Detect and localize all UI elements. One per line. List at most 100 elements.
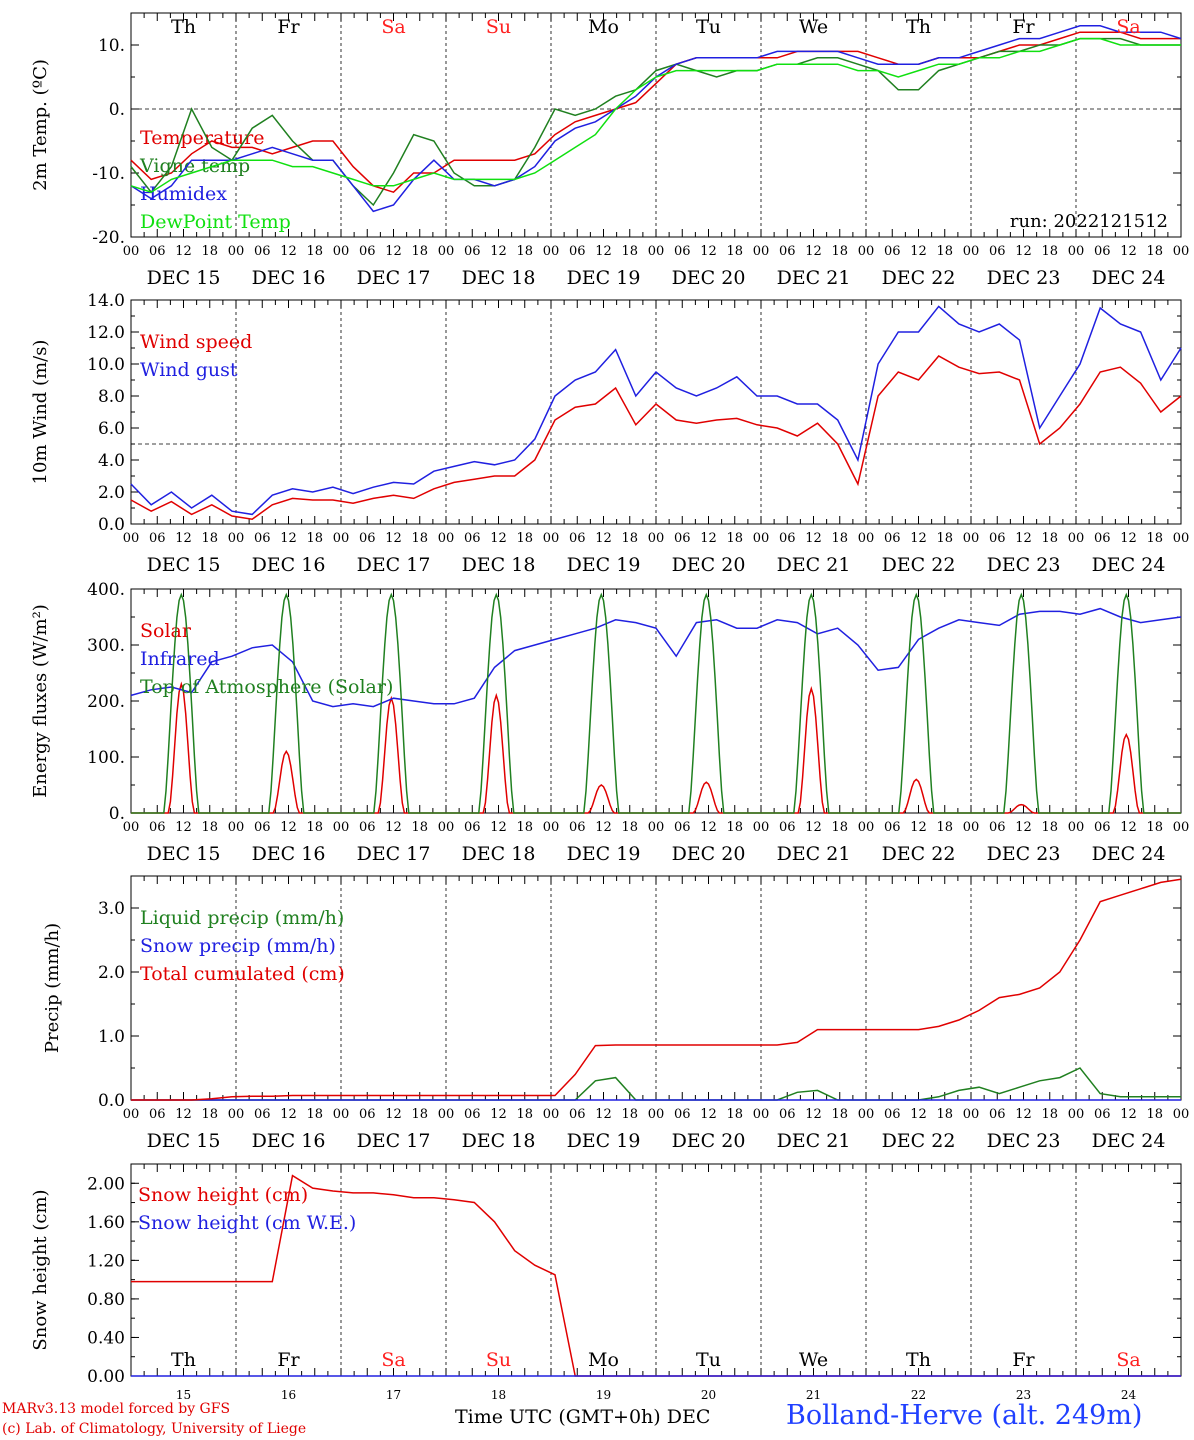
hour-tick-label: 06 bbox=[989, 1107, 1006, 1122]
legend-entry: Liquid precip (mm/h) bbox=[140, 907, 344, 929]
hour-tick-label: 06 bbox=[674, 244, 691, 259]
hour-tick-label: 12 bbox=[700, 244, 717, 259]
hour-tick-label: 18 bbox=[726, 1107, 743, 1122]
series-line-vigne-temp bbox=[130, 37, 1181, 207]
y-tick-label: 100. bbox=[87, 748, 125, 768]
y-tick-label: -10. bbox=[92, 164, 125, 184]
hour-tick-label: 12 bbox=[385, 820, 402, 835]
legend-entry: Infrared bbox=[140, 648, 220, 670]
date-label: DEC 19 bbox=[567, 267, 641, 289]
hour-tick-label: 18 bbox=[201, 531, 218, 546]
hour-tick-label: 00 bbox=[228, 244, 245, 259]
hour-tick-label: 00 bbox=[963, 531, 980, 546]
y-tick-label: 2.00 bbox=[87, 1174, 125, 1194]
hour-tick-label: 12 bbox=[1015, 531, 1032, 546]
weekday-label-top-5: Tu bbox=[696, 16, 721, 38]
date-label: DEC 20 bbox=[672, 267, 746, 289]
hour-tick-label: 06 bbox=[989, 531, 1006, 546]
hour-tick-label: 06 bbox=[989, 244, 1006, 259]
y-tick-label: -20. bbox=[92, 228, 125, 248]
date-label: DEC 16 bbox=[252, 554, 326, 576]
legend-entry: Top of Atmosphere (Solar) bbox=[140, 676, 393, 698]
hour-tick-label: 12 bbox=[490, 531, 507, 546]
hour-tick-label: 06 bbox=[149, 820, 166, 835]
hour-tick-label: 12 bbox=[280, 1107, 297, 1122]
weekday-label-bottom-7: Th bbox=[906, 1349, 931, 1371]
hour-tick-label: 18 bbox=[201, 1107, 218, 1122]
hour-tick-label: 18 bbox=[936, 531, 953, 546]
hour-tick-label: 06 bbox=[569, 820, 586, 835]
hour-tick-label: 18 bbox=[831, 1107, 848, 1122]
hour-tick-label: 06 bbox=[884, 244, 901, 259]
date-label: DEC 24 bbox=[1092, 554, 1166, 576]
y-tick-label: 0.40 bbox=[87, 1328, 125, 1348]
hour-tick-label: 12 bbox=[175, 820, 192, 835]
hour-tick-label: 12 bbox=[175, 1107, 192, 1122]
date-label: DEC 20 bbox=[672, 1130, 746, 1152]
hour-tick-label: 12 bbox=[805, 1107, 822, 1122]
y-tick-label: 0. bbox=[109, 804, 125, 824]
y-tick-label: 6.0 bbox=[98, 419, 125, 439]
y-tick-label: 0.0 bbox=[98, 1091, 125, 1111]
y-tick-label: 1.60 bbox=[87, 1213, 125, 1233]
hour-tick-label: 06 bbox=[1094, 531, 1111, 546]
hour-tick-label: 06 bbox=[674, 820, 691, 835]
legend-entry: Humidex bbox=[140, 183, 227, 205]
date-label: DEC 16 bbox=[252, 267, 326, 289]
hour-tick-label: 12 bbox=[595, 1107, 612, 1122]
hour-tick-label: 18 bbox=[411, 1107, 428, 1122]
hour-tick-label: 12 bbox=[805, 531, 822, 546]
hour-tick-label: 00 bbox=[648, 531, 665, 546]
series-line-dewpoint-temp bbox=[130, 37, 1181, 194]
y-tick-label: 4.0 bbox=[98, 451, 125, 471]
weekday-label-bottom-5: Tu bbox=[696, 1349, 721, 1371]
hour-tick-label: 06 bbox=[149, 244, 166, 259]
hour-tick-label: 12 bbox=[910, 1107, 927, 1122]
hour-tick-label: 00 bbox=[228, 1107, 245, 1122]
legend-entry: Snow precip (mm/h) bbox=[140, 935, 336, 957]
hour-tick-label: 12 bbox=[805, 244, 822, 259]
weekday-label-top-2: Sa bbox=[381, 16, 405, 38]
series-line-temperature bbox=[130, 31, 1181, 194]
y-tick-label: 2.0 bbox=[98, 483, 125, 503]
hour-tick-label: 06 bbox=[569, 531, 586, 546]
day-number-label: 17 bbox=[386, 1388, 401, 1402]
hour-tick-label: 12 bbox=[805, 820, 822, 835]
hour-tick-label: 00 bbox=[1068, 820, 1085, 835]
hour-tick-label: 18 bbox=[621, 1107, 638, 1122]
hour-tick-label: 12 bbox=[385, 1107, 402, 1122]
date-label: DEC 23 bbox=[987, 1130, 1061, 1152]
weekday-label-bottom-4: Mo bbox=[588, 1349, 619, 1371]
hour-tick-label: 18 bbox=[726, 244, 743, 259]
legend-entry: Total cumulated (cm) bbox=[140, 963, 345, 985]
hour-tick-label: 18 bbox=[306, 531, 323, 546]
day-number-label: 20 bbox=[701, 1388, 716, 1402]
hour-tick-label: 12 bbox=[700, 1107, 717, 1122]
hour-tick-label: 18 bbox=[726, 820, 743, 835]
day-number-label: 22 bbox=[911, 1388, 926, 1402]
hour-tick-label: 12 bbox=[175, 531, 192, 546]
y-axis-label: 2m Temp. (ºC) bbox=[30, 59, 51, 191]
date-label: DEC 19 bbox=[567, 554, 641, 576]
hour-tick-label: 06 bbox=[359, 244, 376, 259]
x-axis-title: Time UTC (GMT+0h) DEC bbox=[455, 1406, 710, 1428]
hour-tick-label: 18 bbox=[516, 820, 533, 835]
hour-tick-label: 18 bbox=[516, 244, 533, 259]
hour-tick-label: 12 bbox=[490, 820, 507, 835]
hour-tick-label: 00 bbox=[333, 820, 350, 835]
hour-tick-label: 00 bbox=[1068, 244, 1085, 259]
date-label: DEC 16 bbox=[252, 843, 326, 865]
hour-tick-label: 18 bbox=[831, 820, 848, 835]
date-label: DEC 22 bbox=[882, 554, 956, 576]
chart-panel-5: 0.00 0.40 0.80 1.20 1.60 2.00 Snow height (cm)… bbox=[30, 1163, 1182, 1402]
hour-tick-label: 18 bbox=[411, 820, 428, 835]
date-label: DEC 21 bbox=[777, 1130, 851, 1152]
plot-frame bbox=[130, 12, 1182, 238]
hour-tick-label: 00 bbox=[648, 244, 665, 259]
date-label: DEC 18 bbox=[462, 267, 536, 289]
day-number-label: 23 bbox=[1016, 1388, 1031, 1402]
date-label: DEC 22 bbox=[882, 267, 956, 289]
hour-tick-label: 12 bbox=[1120, 244, 1137, 259]
day-number-label: 19 bbox=[596, 1388, 611, 1402]
